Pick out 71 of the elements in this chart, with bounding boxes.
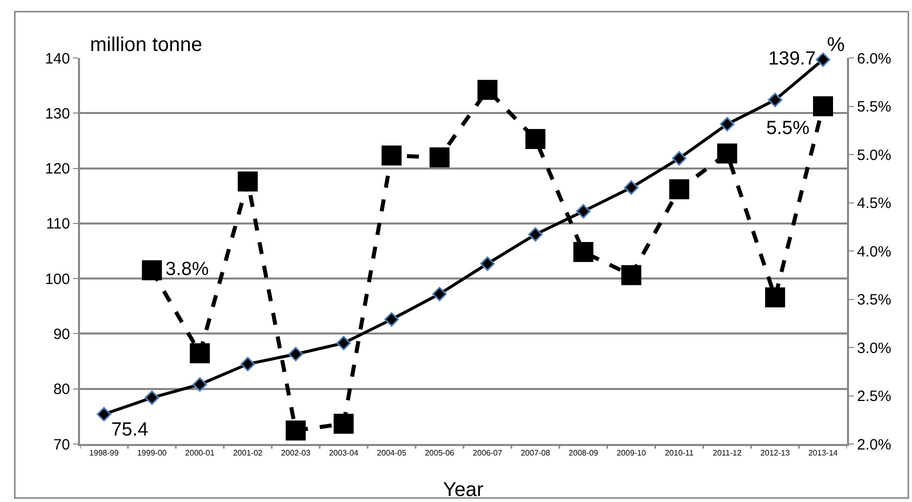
point: [621, 265, 642, 286]
y2-tick-label: 4.0%: [857, 243, 892, 260]
data-label: 3.8%: [165, 259, 209, 280]
x-tick-label: 2009-10: [616, 448, 647, 458]
point: [816, 52, 830, 67]
point: [430, 147, 450, 168]
point: [286, 420, 306, 440]
x-tick-label: 1999-00: [137, 448, 168, 458]
y-tick-label: 120: [44, 160, 70, 178]
point: [238, 172, 258, 192]
point: [192, 377, 208, 392]
y-axis-title: million tonne: [90, 34, 202, 56]
x-tick-label: 2002-03: [281, 448, 311, 458]
y2-tick-label: 6.0%: [857, 50, 892, 68]
y-tick-label: 80: [53, 381, 70, 398]
point: [624, 180, 639, 195]
point: [432, 286, 447, 302]
point: [144, 390, 160, 405]
point: [813, 96, 834, 116]
point: [765, 287, 786, 308]
y2-tick-label: 4.5%: [857, 195, 892, 212]
point: [528, 227, 543, 242]
x-tick-label: 2013-14: [808, 448, 838, 458]
point: [669, 179, 690, 200]
y2-tick-label: 3.0%: [857, 340, 892, 357]
point: [576, 204, 591, 219]
point: [142, 260, 162, 280]
x-tick-label: 2001-02: [233, 448, 264, 458]
point: [525, 129, 546, 150]
point: [288, 346, 303, 362]
y-tick-label: 110: [46, 216, 70, 233]
point: [96, 406, 112, 422]
y2-tick-label: 3.5%: [857, 292, 892, 308]
point: [190, 343, 210, 364]
x-tick-label: 2010-11: [664, 448, 694, 458]
point: [240, 356, 256, 372]
x-tick-label: 2007-08: [520, 448, 551, 458]
y2-axis-title: %: [827, 34, 845, 56]
x-tick-label: 2011-12: [712, 448, 742, 458]
y-tick-label: 90: [53, 326, 70, 343]
y2-tick-label: 5.0%: [857, 146, 892, 164]
x-tick-label: 2012-13: [760, 448, 790, 458]
x-tick-label: 2005-06: [424, 448, 455, 458]
y2-tick-label: 2.0%: [857, 436, 892, 454]
point: [336, 336, 351, 350]
x-tick-label: 2006-07: [472, 448, 503, 458]
x-tick-label: 2008-09: [568, 448, 599, 458]
y-tick-label: 140: [44, 50, 70, 68]
x-tick-label: 2004-05: [376, 448, 407, 458]
data-label: 5.5%: [766, 118, 810, 139]
point: [477, 80, 498, 100]
y-tick-label: 100: [44, 270, 70, 288]
point: [768, 92, 782, 108]
x-tick-label: 1998-99: [89, 448, 120, 458]
point: [480, 256, 495, 271]
x-axis-title: Year: [443, 479, 484, 501]
point: [573, 242, 594, 262]
x-tick-label: 2000-01: [185, 448, 216, 458]
data-label: 139.7: [768, 48, 816, 70]
point: [720, 116, 734, 132]
y-tick-label: 130: [44, 105, 70, 122]
point: [384, 312, 399, 327]
point: [334, 414, 354, 434]
y2-tick-label: 5.5%: [857, 98, 892, 116]
point: [717, 144, 738, 164]
x-tick-label: 2003-04: [328, 448, 359, 458]
point: [382, 145, 402, 166]
point: [672, 151, 686, 166]
y2-tick-label: 2.5%: [857, 388, 892, 405]
y-tick-label: 70: [53, 436, 70, 454]
data-label: 75.4: [111, 420, 149, 441]
